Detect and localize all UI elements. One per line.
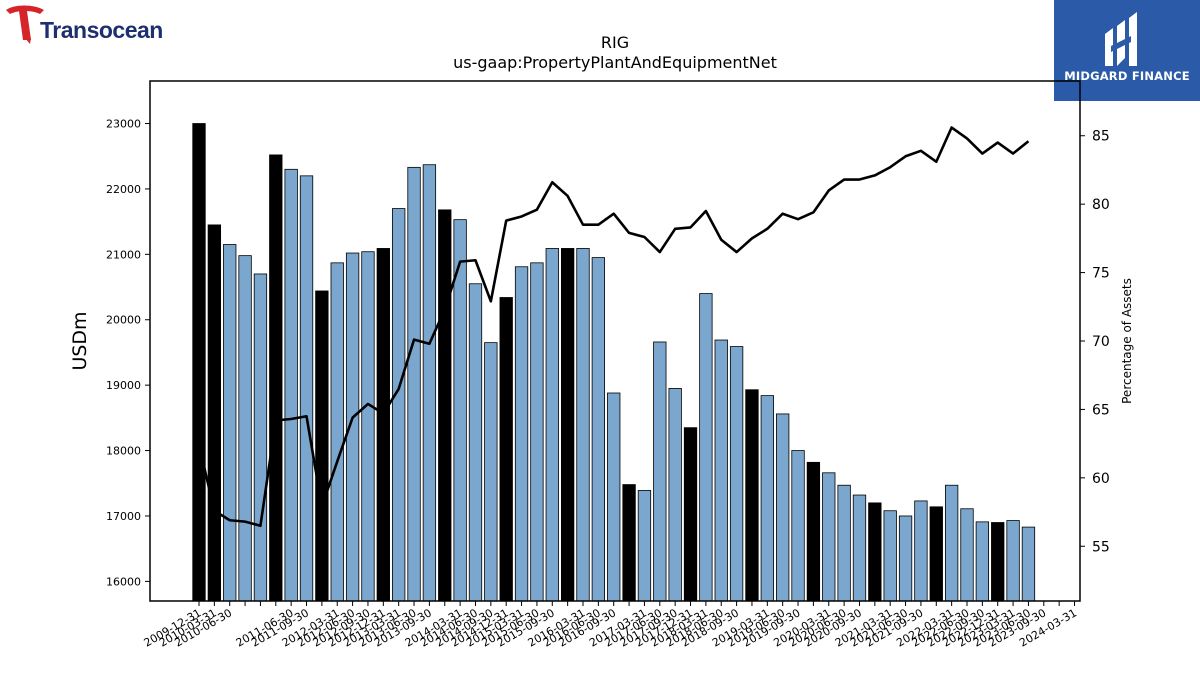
bar-2010-06-30 bbox=[223, 244, 237, 602]
chart-title: RIG bbox=[601, 33, 629, 52]
bar-2018-06-30 bbox=[714, 339, 728, 602]
bar-2019-09-30 bbox=[791, 450, 805, 602]
bar-2018-09-30 bbox=[729, 346, 744, 602]
bar-2015-12-31 bbox=[560, 248, 575, 602]
bar-2013-03-31 bbox=[392, 208, 406, 602]
bar-2022-06-30 bbox=[960, 508, 974, 602]
line-series bbox=[197, 126, 1030, 528]
bar-2011-03-31 bbox=[269, 154, 283, 602]
bar-2011-12-31 bbox=[315, 290, 329, 602]
y-right-tick-label: 85 bbox=[1092, 129, 1110, 145]
bar-2011-06-30 bbox=[284, 168, 298, 602]
y-tick-label: 17000 bbox=[106, 510, 141, 523]
bar-2022-12-31 bbox=[991, 522, 1005, 602]
bar-2013-12-31 bbox=[438, 209, 452, 602]
bar-2017-06-30 bbox=[653, 341, 667, 602]
bar-2015-03-31 bbox=[514, 266, 529, 602]
bar-2018-12-31 bbox=[745, 389, 759, 602]
y-tick-label: 20000 bbox=[106, 314, 141, 327]
y-tick-label: 22000 bbox=[106, 183, 141, 196]
midgard-finance-logo: MIDGARD FINANCE bbox=[1054, 0, 1200, 101]
bar-2022-03-31 bbox=[944, 484, 959, 602]
y-tick-label: 23000 bbox=[106, 118, 141, 131]
bar-2017-09-30 bbox=[668, 388, 682, 602]
y-tick-label: 18000 bbox=[106, 445, 141, 458]
midgard-m-icon bbox=[1105, 12, 1137, 66]
bar-2020-12-31 bbox=[868, 502, 882, 602]
bar-2015-06-30 bbox=[530, 262, 544, 602]
bar-series bbox=[192, 123, 1036, 602]
bar-2016-09-30 bbox=[607, 392, 621, 602]
percentage-line bbox=[197, 126, 1030, 528]
bar-2017-03-31 bbox=[637, 490, 652, 602]
y-right-tick-label: 75 bbox=[1092, 266, 1110, 282]
bar-2019-03-31 bbox=[760, 395, 774, 602]
bar-2023-06-30 bbox=[1021, 526, 1036, 602]
bar-2015-09-30 bbox=[545, 248, 559, 602]
y-axis-label: USDm bbox=[69, 311, 91, 370]
bar-2017-12-31 bbox=[683, 427, 698, 602]
bar-2021-03-31 bbox=[883, 510, 897, 602]
bar-2016-12-31 bbox=[622, 484, 636, 602]
y-right-tick-label: 80 bbox=[1092, 197, 1110, 213]
bar-2019-06-30 bbox=[776, 413, 790, 602]
y-tick-label: 21000 bbox=[106, 248, 141, 261]
bar-2010-03-31 bbox=[207, 224, 222, 602]
y-axis-right-label: Percentage of Assets bbox=[1120, 278, 1134, 404]
bar-2014-09-30 bbox=[484, 342, 498, 602]
bar-2021-09-30 bbox=[914, 500, 928, 602]
bar-2013-09-30 bbox=[422, 164, 437, 602]
bar-2011-09-30 bbox=[299, 175, 314, 602]
bar-2019-12-31 bbox=[806, 461, 821, 602]
y-right-tick-label: 65 bbox=[1092, 402, 1110, 418]
bar-2021-06-30 bbox=[898, 515, 913, 602]
y-right-tick-label: 60 bbox=[1092, 471, 1110, 487]
bar-2013-06-30 bbox=[407, 166, 421, 602]
bar-2014-12-31 bbox=[499, 297, 513, 602]
y-tick-label: 19000 bbox=[106, 379, 141, 392]
bar-2016-06-30 bbox=[591, 257, 606, 602]
chart-subtitle: us-gaap:PropertyPlantAndEquipmentNet bbox=[453, 53, 777, 72]
bar-2010-12-31 bbox=[253, 273, 268, 602]
y-right-tick-label: 55 bbox=[1092, 539, 1110, 555]
bar-2016-03-31 bbox=[576, 248, 590, 602]
bar-2021-12-31 bbox=[929, 506, 943, 602]
bar-2012-03-31 bbox=[330, 262, 344, 602]
bar-2022-09-30 bbox=[975, 521, 990, 602]
transocean-t-icon bbox=[6, 5, 44, 44]
bar-2020-06-30 bbox=[837, 484, 851, 602]
y-right-tick-label: 70 bbox=[1092, 334, 1110, 350]
y-axis-left: 16000 17000 18000 19000 20000 21000 22000 23000 bbox=[106, 118, 150, 588]
bar-2023-03-31 bbox=[1006, 520, 1020, 602]
midgard-finance-wordmark: MIDGARD FINANCE bbox=[1064, 69, 1190, 83]
bar-2014-06-30 bbox=[468, 283, 483, 602]
y-tick-label: 16000 bbox=[106, 575, 141, 588]
bar-2012-09-30 bbox=[361, 251, 375, 602]
bar-2018-03-31 bbox=[699, 293, 713, 602]
bar-2009-12-31 bbox=[192, 123, 206, 602]
y-axis-right: 55 60 65 70 75 80 85 bbox=[1080, 129, 1110, 555]
bar-2012-12-31 bbox=[376, 248, 390, 602]
transocean-logo: Transocean bbox=[0, 0, 190, 50]
bar-2020-09-30 bbox=[852, 494, 867, 602]
bar-2020-03-31 bbox=[822, 472, 836, 602]
bar-2010-09-30 bbox=[238, 255, 252, 602]
transocean-wordmark: Transocean bbox=[40, 17, 163, 43]
